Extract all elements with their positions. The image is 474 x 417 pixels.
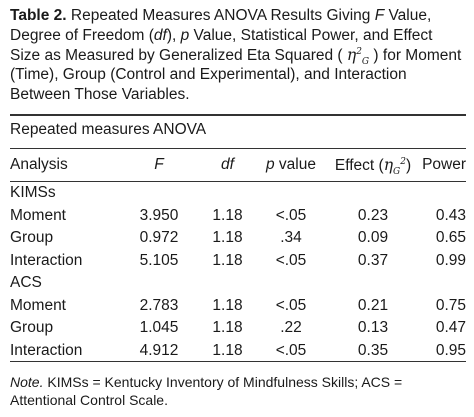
group-label: KIMSs bbox=[10, 184, 56, 202]
group-label: ACS bbox=[10, 274, 42, 292]
effect-label: Effect ( bbox=[334, 156, 384, 174]
col-header-df: df bbox=[221, 156, 234, 173]
caption-text-4: Value, Statistical Power, and Effect Siz… bbox=[10, 26, 433, 64]
col-header-analysis: Analysis bbox=[10, 156, 68, 173]
effect-eta-subscript: G bbox=[393, 166, 401, 177]
cell-f: 3.950 bbox=[139, 206, 179, 224]
table-subheading: Repeated measures ANOVA bbox=[10, 121, 207, 138]
cell-effect: 0.37 bbox=[357, 251, 389, 269]
caption-text-5: ) for Moment (Time), Group (Control and … bbox=[10, 46, 462, 104]
eta-superscript: 2 bbox=[356, 46, 362, 57]
cell-f: 0.972 bbox=[139, 229, 179, 247]
table-row: Moment 2.783 1.18 <.05 0.21 0.75 bbox=[10, 295, 466, 318]
group-row-kimss: KIMSs bbox=[10, 182, 466, 205]
cell-power: 0.75 bbox=[435, 296, 466, 314]
cell-power: 0.95 bbox=[435, 341, 466, 359]
bottom-rule bbox=[10, 361, 466, 362]
cell-f: 5.105 bbox=[139, 251, 179, 269]
cell-effect: 0.09 bbox=[357, 229, 389, 247]
anova-table: Analysis F df p value Effect (ηG2) Power… bbox=[10, 152, 466, 362]
cell-df: 1.18 bbox=[212, 251, 243, 269]
caption-text-2: Value, Degree of Freedom ( bbox=[10, 7, 432, 44]
row-label: Moment bbox=[10, 206, 66, 224]
cell-df: 1.18 bbox=[212, 341, 243, 359]
eta-subscript: G bbox=[361, 56, 370, 67]
cell-effect: 0.23 bbox=[357, 206, 389, 224]
effect-eta-symbol: ηG2 bbox=[383, 155, 406, 177]
cell-power: 0.43 bbox=[435, 206, 466, 224]
caption-p-symbol: p bbox=[180, 26, 190, 44]
cell-p: .22 bbox=[280, 319, 302, 337]
cell-effect: 0.21 bbox=[357, 296, 389, 314]
table-row: Interaction 5.105 1.18 <.05 0.37 0.99 bbox=[10, 250, 466, 273]
effect-eta-letter: η bbox=[383, 155, 393, 174]
cell-f: 2.783 bbox=[139, 296, 179, 314]
cell-f: 4.912 bbox=[139, 341, 179, 359]
cell-p: <.05 bbox=[275, 296, 307, 314]
cell-power: 0.99 bbox=[435, 251, 466, 269]
cell-df: 1.18 bbox=[212, 229, 243, 247]
col-header-effect: Effect (ηG2) bbox=[327, 152, 419, 182]
cell-f: 1.045 bbox=[139, 319, 179, 337]
table-row: Interaction 4.912 1.18 <.05 0.35 0.95 bbox=[10, 340, 466, 363]
group-row-acs: ACS bbox=[10, 272, 466, 295]
cell-power: 0.65 bbox=[435, 229, 466, 247]
table-row: Group 1.045 1.18 .22 0.13 0.47 bbox=[10, 317, 466, 340]
cell-df: 1.18 bbox=[212, 319, 243, 337]
eta-letter: η bbox=[346, 45, 357, 64]
cell-p: <.05 bbox=[275, 341, 307, 359]
cell-effect: 0.13 bbox=[357, 319, 389, 337]
col-header-power: Power bbox=[422, 156, 466, 173]
caption-df-symbol: df bbox=[153, 26, 167, 44]
cell-power: 0.47 bbox=[435, 319, 466, 337]
cell-p: .34 bbox=[280, 229, 302, 247]
p-symbol: p bbox=[266, 156, 275, 173]
table-row: Moment 3.950 1.18 <.05 0.23 0.43 bbox=[10, 205, 466, 228]
row-label: Group bbox=[10, 229, 54, 247]
row-label: Moment bbox=[10, 296, 66, 314]
table-row: Group 0.972 1.18 .34 0.09 0.65 bbox=[10, 227, 466, 250]
table-note: Note. KIMSs = Kentucky Inventory of Mind… bbox=[10, 373, 466, 409]
table-caption: Table 2. Repeated Measures ANOVA Results… bbox=[10, 6, 466, 105]
cell-df: 1.18 bbox=[212, 296, 243, 314]
caption-eta-symbol: η2G bbox=[346, 45, 370, 67]
row-label: Group bbox=[10, 319, 54, 337]
cell-effect: 0.35 bbox=[357, 341, 389, 359]
caption-text-1: Repeated Measures ANOVA Results Giving bbox=[66, 7, 375, 24]
cell-p: <.05 bbox=[275, 206, 307, 224]
cell-df: 1.18 bbox=[212, 206, 243, 224]
effect-close-paren: ) bbox=[405, 156, 412, 174]
subheading-rule bbox=[10, 148, 466, 149]
p-value-word: value bbox=[274, 156, 316, 173]
row-label: Interaction bbox=[10, 251, 83, 269]
cell-p: <.05 bbox=[275, 251, 307, 269]
caption-text-3: ), bbox=[166, 26, 181, 44]
note-text: KIMSs = Kentucky Inventory of Mindfulnes… bbox=[10, 374, 403, 408]
col-header-f: F bbox=[154, 156, 164, 173]
col-header-p-value: p value bbox=[255, 152, 327, 182]
top-rule bbox=[10, 114, 466, 116]
caption-f-symbol: F bbox=[374, 7, 385, 24]
header-row: Analysis F df p value Effect (ηG2) Power bbox=[10, 152, 466, 182]
note-label: Note. bbox=[10, 374, 44, 390]
table-label: Table 2. bbox=[10, 7, 67, 24]
row-label: Interaction bbox=[10, 341, 83, 359]
effect-eta-superscript: 2 bbox=[400, 156, 406, 167]
